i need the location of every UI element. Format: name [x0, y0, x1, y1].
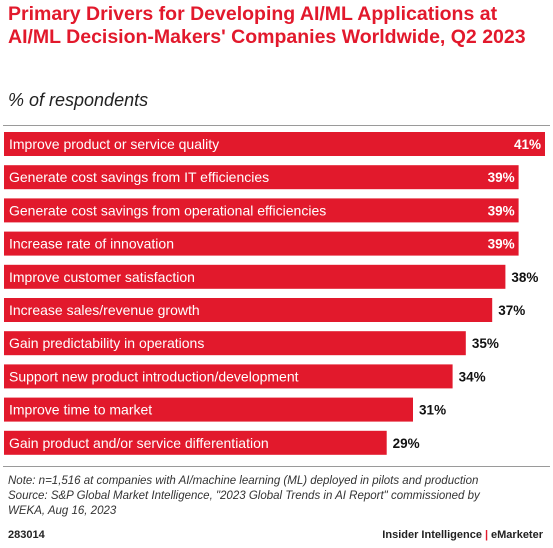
brand-insider-intelligence: Insider Intelligence: [382, 529, 482, 541]
chart-id: 283014: [8, 529, 45, 541]
category-label-3: Generate cost savings from operational e…: [9, 202, 326, 218]
value-label-2: 39%: [488, 170, 515, 185]
category-label-10: Gain product and/or service differentiat…: [9, 435, 269, 451]
bar-9: [4, 397, 413, 422]
value-label-10: 29%: [393, 436, 420, 451]
value-label-8: 34%: [459, 369, 486, 384]
source-line-cont: WEKA, Aug 16, 2023: [8, 505, 117, 517]
bar-3: [4, 198, 519, 223]
category-label-4: Increase rate of innovation: [9, 236, 174, 252]
category-label-1: Improve product or service quality: [9, 136, 219, 152]
value-label-6: 37%: [498, 303, 525, 318]
value-label-1: 41%: [514, 137, 541, 152]
chart-title: Primary Drivers for Developing AI/ML App…: [8, 3, 526, 48]
bar-6: [4, 298, 493, 322]
source-line: Source: S&P Global Market Intelligence, …: [8, 490, 480, 502]
category-label-6: Increase sales/revenue growth: [9, 302, 200, 318]
category-label-2: Generate cost savings from IT efficienci…: [9, 169, 269, 185]
bar-1: [4, 132, 545, 156]
bar-10: [4, 430, 387, 455]
brand-emarketer: eMarketer: [491, 529, 543, 541]
bar-4: [4, 231, 519, 256]
value-label-5: 38%: [511, 270, 538, 285]
value-label-3: 39%: [488, 203, 515, 218]
category-label-8: Support new product introduction/develop…: [9, 368, 299, 384]
category-label-5: Improve customer satisfaction: [9, 269, 195, 285]
chart-note: Note: n=1,516 at companies with AI/machi…: [8, 474, 553, 519]
bar-7: [4, 331, 466, 356]
chart-subtitle: % of respondents: [8, 90, 149, 110]
category-label-7: Gain predictability in operations: [9, 335, 204, 351]
top-divider: [3, 125, 550, 126]
brand-credit: Insider Intelligence | eMarketer: [382, 529, 543, 541]
note-line: Note: n=1,516 at companies with AI/machi…: [8, 475, 479, 487]
bar-8: [4, 364, 453, 389]
bar-2: [4, 165, 519, 190]
value-label-9: 31%: [419, 403, 446, 418]
value-label-4: 39%: [488, 237, 515, 252]
brand-separator: |: [484, 529, 489, 541]
category-label-9: Improve time to market: [9, 402, 152, 418]
bottom-divider: [3, 466, 550, 467]
value-label-7: 35%: [472, 336, 499, 351]
bar-5: [4, 264, 506, 289]
